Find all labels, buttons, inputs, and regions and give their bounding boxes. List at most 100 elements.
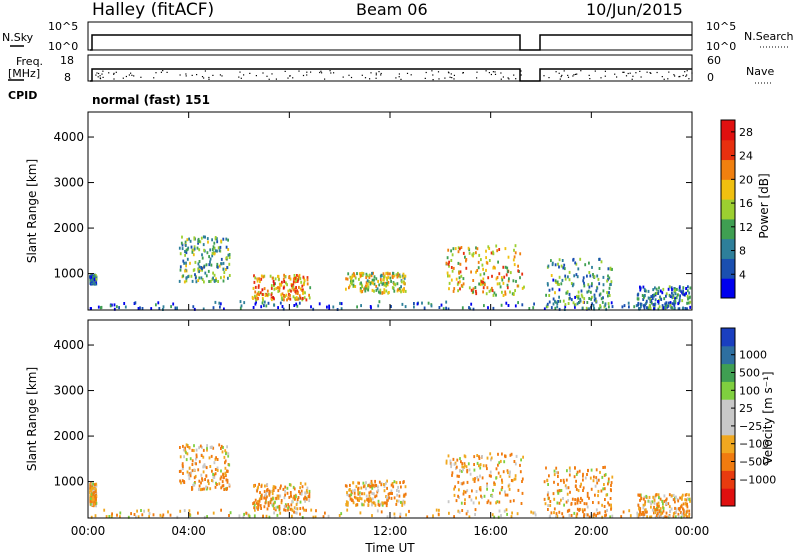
velocity-echo-cell <box>610 481 613 485</box>
noise-search-label: N.Search <box>744 30 794 43</box>
velocity-echo-cell <box>202 455 205 459</box>
velocity-echo-cell <box>461 465 464 469</box>
power-echo-cell <box>375 277 378 281</box>
power-echo-cell <box>652 288 655 292</box>
velocity-echo-cell <box>204 478 206 481</box>
power-colorbar-tick-label: 4 <box>739 268 746 281</box>
velocity-echo-cell <box>636 511 639 515</box>
velocity-echo-cell <box>147 508 150 512</box>
velocity-echo-cell <box>197 468 200 472</box>
power-echo-cell <box>575 273 578 277</box>
nave-dot <box>668 71 670 73</box>
power-echo-cell <box>279 301 282 305</box>
power-echo-cell <box>488 289 491 293</box>
power-echo-cell <box>380 281 382 284</box>
power-echo-cell <box>654 286 656 290</box>
power-echo-cell <box>179 252 182 256</box>
nave-dot <box>400 78 402 80</box>
power-echo-cell <box>185 248 188 252</box>
power-echo-cell <box>191 248 194 252</box>
power-echo-cell <box>606 279 608 283</box>
velocity-echo-cell <box>562 497 564 500</box>
velocity-echo-cell <box>192 483 195 487</box>
power-echo-cell <box>202 235 205 239</box>
velocity-echo-cell <box>509 453 512 457</box>
velocity-echo-cell <box>388 492 391 496</box>
power-echo-cell <box>658 305 661 309</box>
nave-dot <box>650 72 652 74</box>
velocity-echo-cell <box>607 480 610 484</box>
power-echo-cell <box>607 267 610 271</box>
power-echo-cell <box>391 286 394 290</box>
power-echo-cell <box>200 236 203 240</box>
power-echo-cell <box>674 301 677 305</box>
velocity-echo-cell <box>675 507 678 511</box>
power-echo-cell <box>257 290 260 294</box>
velocity-echo-cell <box>224 449 227 453</box>
power-echo-cell <box>332 305 335 309</box>
nave-dot <box>646 71 648 73</box>
power-echo-cell <box>220 262 222 266</box>
power-echo-cell <box>199 240 202 244</box>
velocity-echo-cell <box>637 493 640 497</box>
nave-dot <box>543 75 545 77</box>
velocity-echo-cell <box>253 514 256 518</box>
velocity-echo-cell <box>579 500 582 504</box>
power-echo-cell <box>292 285 294 289</box>
power-echo-cell <box>195 280 198 284</box>
velocity-colorbar-tick-label: 1000 <box>739 349 767 362</box>
power-echo-cell <box>491 274 493 278</box>
velocity-echo-cell <box>366 498 369 502</box>
velocity-echo-cell <box>223 455 226 459</box>
power-echo-cell <box>239 306 242 310</box>
power-echo-cell <box>491 286 493 290</box>
power-echo-cell <box>448 264 450 268</box>
power-echo-cell <box>400 285 402 289</box>
power-echo-cell <box>188 237 190 241</box>
power-echo-cell <box>677 302 680 306</box>
velocity-echo-cell <box>200 454 203 457</box>
velocity-echo-cell <box>181 467 184 471</box>
velocity-echo-cell <box>286 491 289 495</box>
velocity-echo-cell <box>263 496 266 500</box>
power-echo-cell <box>376 287 379 291</box>
time-tick-label: 20:00 <box>574 524 609 538</box>
velocity-echo-cell <box>595 468 598 472</box>
velocity-echo-cell <box>221 480 224 484</box>
power-echo-cell <box>551 263 554 267</box>
nave-dot <box>431 70 433 72</box>
power-echo-cell <box>277 278 280 282</box>
power-echo-cell <box>213 273 216 277</box>
velocity-echo-cell <box>682 514 685 517</box>
velocity-echo-cell <box>458 510 461 514</box>
y-tick-label: 1000 <box>53 475 84 489</box>
power-echo-cell <box>210 263 213 267</box>
velocity-colorbar-segment <box>721 381 735 400</box>
velocity-echo-cell <box>193 482 196 485</box>
velocity-echo-cell <box>308 489 311 493</box>
velocity-echo-cell <box>369 482 372 486</box>
velocity-echo-cell <box>278 494 281 498</box>
velocity-echo-cell <box>287 508 289 512</box>
velocity-echo-cell <box>556 489 559 493</box>
velocity-echo-cell <box>348 494 351 498</box>
power-echo-cell <box>517 301 519 305</box>
power-echo-cell <box>574 295 576 299</box>
power-echo-cell <box>505 301 508 305</box>
velocity-echo-cell <box>463 465 465 469</box>
power-echo-cell <box>292 295 295 299</box>
power-echo-cell <box>206 237 209 241</box>
nave-dot <box>221 75 223 77</box>
velocity-echo-cell <box>661 511 664 515</box>
velocity-echo-cell <box>454 485 456 489</box>
power-echo-cell <box>297 278 300 282</box>
velocity-echo-cell <box>501 478 503 482</box>
power-echo-cell <box>399 275 402 279</box>
nave-dot <box>614 73 616 75</box>
power-echo-cell <box>243 301 246 305</box>
velocity-echo-cell <box>368 491 371 495</box>
velocity-echo-cell <box>669 510 671 514</box>
velocity-echo-cell <box>225 452 227 456</box>
power-echo-cell <box>203 265 205 269</box>
velocity-echo-cell <box>461 462 464 466</box>
